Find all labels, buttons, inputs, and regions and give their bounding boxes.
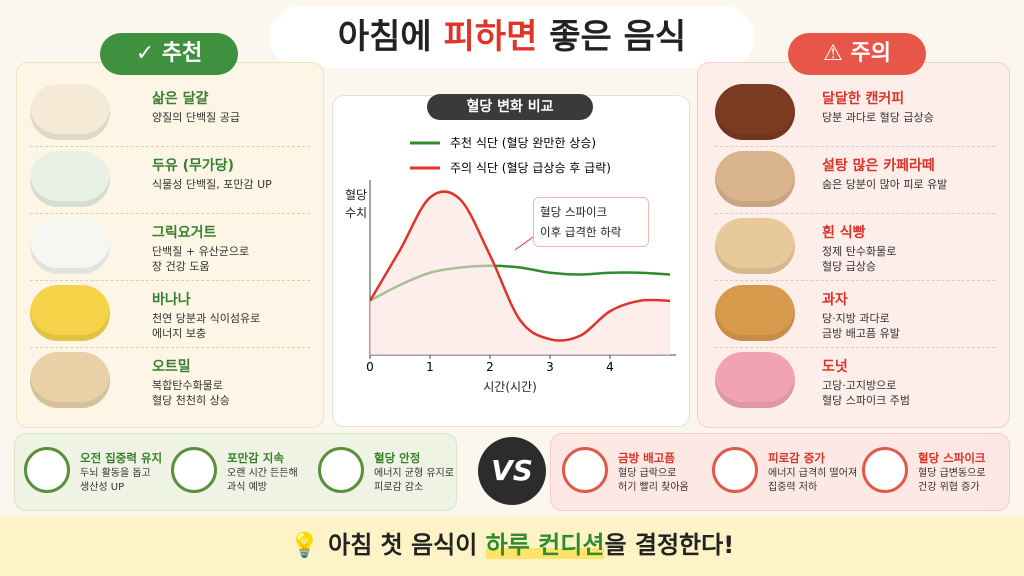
badge-text: 주의	[850, 41, 891, 66]
item-name: 달달한 캔커피	[822, 91, 905, 107]
legend-label: 추천 식단 (혈당 완만한 상승)	[450, 135, 596, 150]
title-highlight: 피하면	[443, 17, 538, 57]
food-image	[715, 352, 795, 408]
food-image	[30, 285, 110, 341]
food-image	[715, 218, 795, 274]
icon	[318, 447, 364, 493]
food-image	[715, 84, 795, 140]
caution-badge: ⚠ 주의	[788, 33, 926, 75]
item-desc: 단백질 + 유산균으로 장 건강 도움	[152, 245, 250, 273]
benefits-panel	[14, 433, 457, 511]
x-tick-label: 3	[546, 360, 554, 374]
benefit-desc: 오랜 시간 든든해 과식 예방	[227, 468, 298, 493]
item-desc: 당·지방 과다로 금방 배고픔 유발	[822, 312, 900, 340]
item-name: 과자	[822, 292, 848, 308]
legend-label: 주의 식단 (혈당 급상승 후 급락)	[450, 161, 611, 175]
title-text: 좋은 음식	[549, 17, 687, 57]
chart-title: 혈당 변화 비교	[427, 94, 593, 120]
x-axis-label: 시간(시간)	[483, 380, 537, 394]
benefit-desc: 에너지 균형 유지로 피로감 감소	[374, 468, 454, 493]
item-name: 설탕 많은 카페라떼	[822, 158, 935, 174]
food-image	[30, 218, 110, 274]
item-desc: 식물성 단백질, 포만감 UP	[152, 178, 272, 191]
divider	[715, 280, 995, 281]
benefit-title: 오전 집중력 유지	[80, 451, 163, 465]
footer: 💡 아침 첫 음식이 하루 컨디션을 결정한다!	[0, 516, 1024, 576]
divider	[715, 347, 995, 348]
icon	[862, 447, 908, 493]
divider	[30, 347, 310, 348]
item-name: 두유 (무가당)	[152, 158, 235, 174]
vs-badge: VS	[478, 437, 546, 505]
divider	[30, 146, 310, 147]
benefit-title: 혈당 스파이크	[918, 451, 986, 465]
item-desc: 천연 당분과 식이섬유로 에너지 보충	[152, 312, 261, 340]
item-desc: 양질의 단백질 공급	[152, 111, 240, 124]
divider	[715, 213, 995, 214]
benefit-desc: 두뇌 활동을 돕고 생산성 UP	[80, 468, 151, 493]
benefit-desc: 혈당 급변동으로 건강 위협 증가	[918, 468, 986, 493]
footer-text: 아침 첫 음식이	[328, 531, 478, 559]
item-desc: 고당·고지방으로 혈당 스파이크 주범	[822, 379, 910, 407]
food-image	[30, 352, 110, 408]
item-desc: 숨은 당분이 많아 피로 유발	[822, 178, 948, 191]
food-image	[715, 285, 795, 341]
footer-highlight: 하루 컨디션	[485, 531, 605, 559]
benefit-title: 포만감 지속	[227, 451, 284, 465]
food-image	[715, 151, 795, 207]
benefit-desc: 에너지 급격히 떨어져 집중력 저하	[768, 468, 858, 493]
item-desc: 복합탄수화물로 혈당 천천히 상승	[152, 379, 230, 407]
item-desc: 당분 과다로 혈당 급상승	[822, 111, 934, 124]
icon	[171, 447, 217, 493]
item-desc: 정제 탄수화물로 혈당 급상승	[822, 245, 897, 273]
risks-panel	[550, 433, 1010, 511]
divider	[30, 280, 310, 281]
area	[370, 191, 670, 355]
icon	[24, 447, 70, 493]
recommend-badge: ✓ 추천	[100, 33, 238, 75]
benefit-title: 피로감 증가	[768, 451, 825, 465]
x-tick-label: 0	[366, 360, 374, 374]
benefit-title: 금방 배고픔	[618, 451, 675, 465]
item-name: 바나나	[152, 292, 191, 308]
divider	[30, 213, 310, 214]
x-tick-label: 2	[486, 360, 494, 374]
divider	[715, 146, 995, 147]
y-axis-label: 혈당 수치	[344, 188, 368, 220]
food-image	[30, 151, 110, 207]
badge-text: 추천	[161, 41, 203, 66]
benefit-title: 혈당 안정	[374, 451, 421, 465]
icon	[562, 447, 608, 493]
x-tick-label: 4	[606, 360, 614, 374]
food-image	[30, 84, 110, 140]
item-name: 삶은 달걀	[152, 91, 209, 107]
line	[368, 190, 671, 342]
annotation: 혈당 스파이크 이후 급격한 하락	[533, 197, 649, 247]
x-tick-label: 1	[426, 360, 434, 374]
item-name: 도넛	[822, 359, 848, 375]
item-name: 오트밀	[152, 359, 191, 375]
title: 아침에 피하면 좋은 음식	[270, 6, 754, 68]
footer-text: 을 결정한다!	[604, 531, 735, 559]
title-text: 아침에	[337, 17, 432, 57]
item-name: 흰 식빵	[822, 225, 866, 241]
icon	[712, 447, 758, 493]
chart-panel	[332, 95, 690, 427]
benefit-desc: 혈당 급락으로 허기 빨리 찾아옴	[618, 468, 689, 493]
item-name: 그릭요거트	[152, 225, 217, 241]
